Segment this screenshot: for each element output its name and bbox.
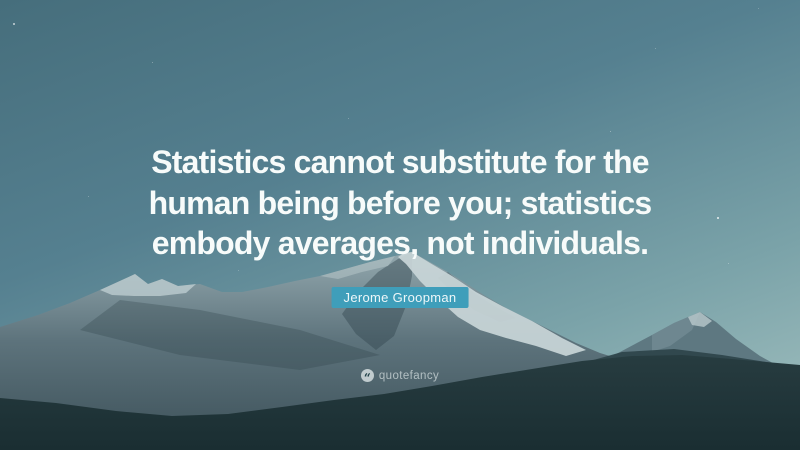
quote-text: Statistics cannot substitute for the hum… (0, 142, 800, 264)
star-speck (717, 217, 719, 219)
star-speck (13, 23, 15, 25)
watermark-label: quotefancy (378, 369, 440, 382)
star-speck (758, 8, 759, 9)
quote-line-1: Statistics cannot substitute for the (151, 144, 649, 180)
quote-line-3: embody averages, not individuals. (151, 225, 649, 261)
quote-line-2: human being before you; statistics (148, 184, 652, 221)
central-peak-snowfield (398, 252, 586, 356)
star-speck (728, 263, 729, 264)
rock-shadow-base (80, 300, 380, 370)
foreground-silhouette (0, 355, 800, 450)
left-peak-snow-ridge (100, 274, 196, 296)
quotefancy-watermark: “ quotefancy (0, 369, 800, 382)
star-speck (238, 270, 239, 271)
right-peak-snow-tip (688, 312, 712, 327)
right-peak-light-face (652, 312, 700, 352)
mid-ridge-snow-patch (320, 256, 395, 279)
star-speck (152, 62, 153, 63)
star-speck (88, 196, 89, 197)
author-badge: Jerome Groopman (331, 287, 469, 308)
star-speck (348, 118, 349, 119)
double-quote-icon: “ (360, 369, 374, 382)
star-speck (655, 48, 656, 49)
star-speck (610, 131, 611, 132)
